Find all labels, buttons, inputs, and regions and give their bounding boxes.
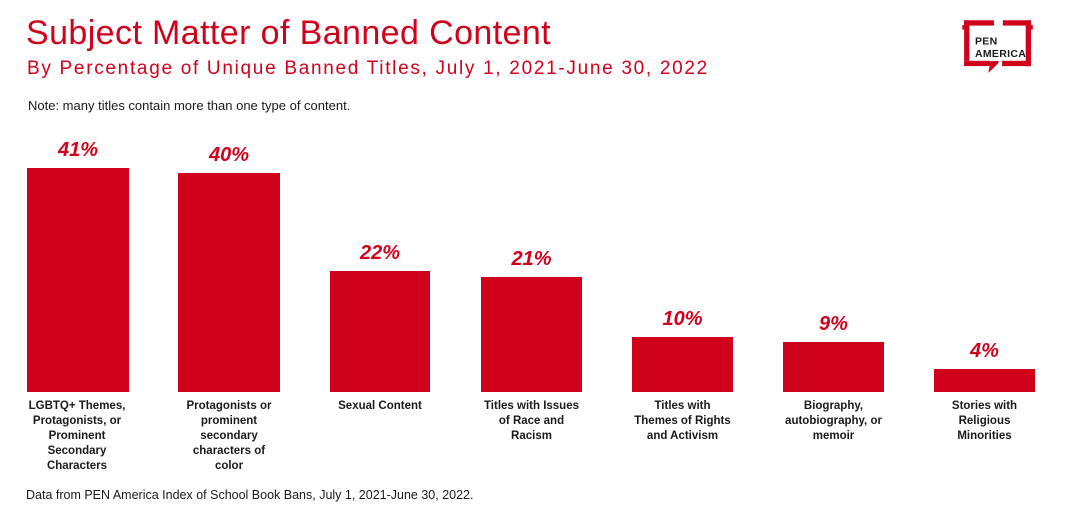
svg-text:PEN: PEN	[975, 36, 998, 48]
svg-text:AMERICA: AMERICA	[975, 48, 1026, 60]
